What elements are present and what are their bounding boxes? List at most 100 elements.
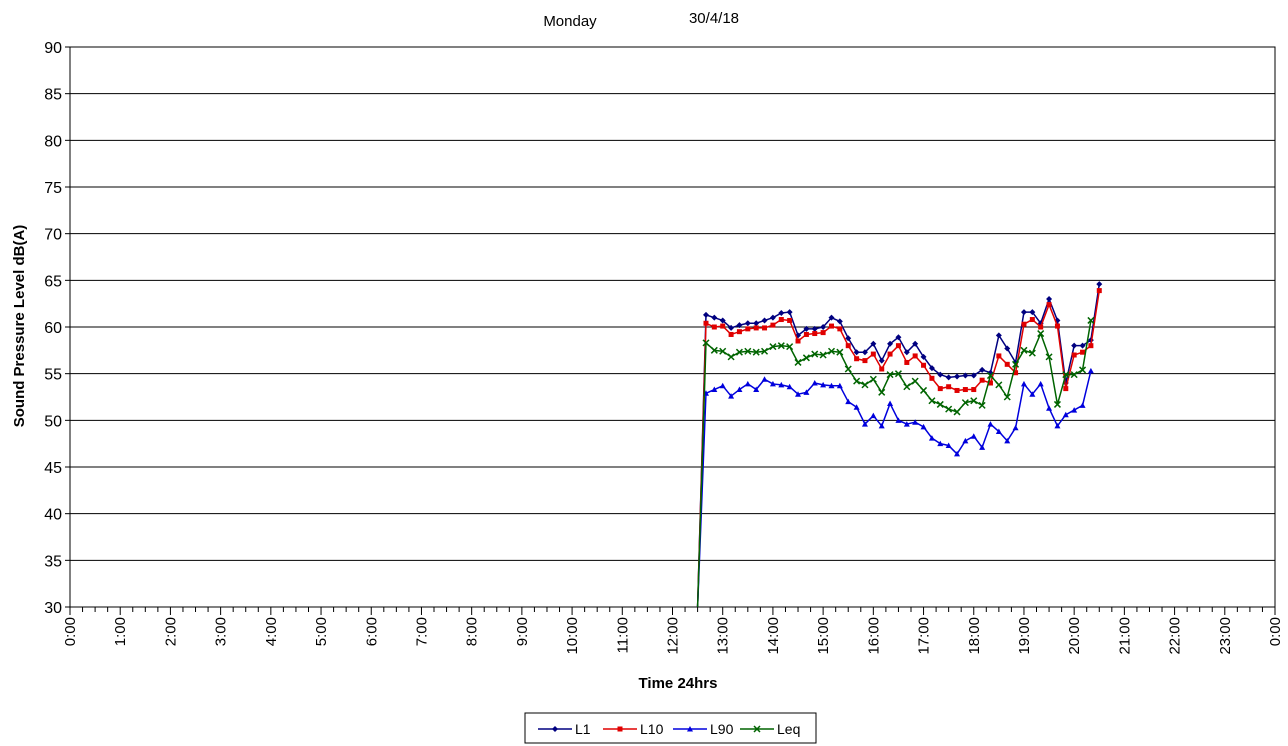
data-point <box>937 386 943 392</box>
data-point <box>970 372 977 379</box>
data-point <box>1028 349 1036 357</box>
data-point <box>945 405 953 413</box>
data-point <box>820 330 826 336</box>
data-point <box>945 442 952 449</box>
x-tick-label: 10:00 <box>564 617 581 655</box>
data-point <box>761 376 768 382</box>
data-point <box>1020 346 1028 354</box>
data-point <box>727 353 735 361</box>
data-point <box>903 421 910 427</box>
data-point <box>928 365 935 372</box>
data-point <box>1080 349 1086 355</box>
data-point <box>753 325 759 331</box>
x-tick-label: 19:00 <box>1016 617 1033 655</box>
data-point <box>711 324 717 330</box>
x-tick-label: 12:00 <box>665 617 682 655</box>
x-tick-label: 6:00 <box>363 617 380 646</box>
x-tick-label: 11:00 <box>614 617 631 653</box>
data-point <box>979 366 986 373</box>
data-point <box>1046 296 1053 302</box>
data-point <box>1004 345 1011 352</box>
y-tick-label: 80 <box>44 133 62 150</box>
y-tick-label: 30 <box>44 600 62 617</box>
data-point <box>787 317 793 323</box>
legend-marker <box>552 726 558 732</box>
data-point <box>1070 371 1078 379</box>
header-date: 30/4/18 <box>689 10 739 27</box>
header-day: Monday <box>543 13 597 30</box>
data-point <box>786 343 794 351</box>
data-point <box>711 386 718 393</box>
data-point <box>1087 367 1094 374</box>
data-point <box>1071 342 1078 349</box>
legend-marker <box>687 726 693 732</box>
y-tick-label: 50 <box>44 413 62 430</box>
data-point <box>845 343 851 349</box>
x-tick-label: 14:00 <box>765 617 782 655</box>
data-point <box>920 353 927 360</box>
x-tick-label: 16:00 <box>865 617 882 655</box>
data-point <box>1071 407 1078 413</box>
data-point <box>870 340 877 347</box>
data-point <box>770 322 776 328</box>
x-tick-label: 20:00 <box>1066 617 1083 655</box>
data-point <box>819 351 827 359</box>
x-tick-label: 13:00 <box>715 617 732 655</box>
data-point <box>903 383 911 391</box>
data-point <box>711 314 718 321</box>
y-tick-label: 85 <box>44 87 62 104</box>
data-point <box>946 384 952 390</box>
data-point <box>1012 360 1020 368</box>
data-point <box>803 325 810 332</box>
data-point <box>828 314 835 321</box>
data-point <box>719 317 726 324</box>
x-tick-label: 9:00 <box>514 617 531 646</box>
data-point <box>1012 424 1019 431</box>
data-point <box>795 391 802 397</box>
data-point <box>961 399 969 407</box>
y-tick-label: 90 <box>44 40 62 57</box>
data-point <box>920 423 927 430</box>
data-point <box>853 404 860 410</box>
data-point <box>820 381 827 388</box>
series-leq <box>696 316 1095 608</box>
data-point <box>703 320 709 326</box>
data-point <box>921 362 927 368</box>
gridlines <box>70 93 1275 561</box>
data-point <box>962 387 968 393</box>
x-tick-label: 22:00 <box>1167 617 1184 655</box>
data-point <box>937 371 944 378</box>
legend-marker <box>753 725 761 733</box>
data-point <box>895 417 902 423</box>
data-point <box>778 381 785 388</box>
data-point <box>954 373 961 380</box>
y-tick-label: 65 <box>44 273 62 290</box>
data-point <box>1038 324 1044 330</box>
series-l90 <box>696 367 1094 608</box>
data-point <box>1029 309 1036 316</box>
data-point <box>878 388 886 396</box>
y-tick-label: 70 <box>44 227 62 244</box>
data-point <box>953 408 961 416</box>
data-point <box>895 334 902 341</box>
x-tick-label: 7:00 <box>413 617 430 646</box>
data-point <box>702 339 710 347</box>
data-point <box>769 343 777 351</box>
data-point <box>887 400 894 407</box>
data-point <box>778 310 785 316</box>
data-point <box>1020 380 1027 387</box>
legend-label: L1 <box>575 721 591 737</box>
data-point <box>904 359 910 365</box>
data-point <box>1079 342 1086 349</box>
data-point <box>836 318 843 325</box>
data-point <box>745 326 751 332</box>
x-tick-label: 21:00 <box>1116 617 1133 655</box>
data-point <box>1046 302 1052 308</box>
data-point <box>811 325 818 332</box>
x-tick-label: 2:00 <box>162 617 179 646</box>
data-point <box>1062 411 1069 418</box>
data-point <box>803 331 809 337</box>
data-point <box>811 350 819 358</box>
data-point <box>769 380 776 387</box>
x-tick-label: 17:00 <box>916 617 933 655</box>
